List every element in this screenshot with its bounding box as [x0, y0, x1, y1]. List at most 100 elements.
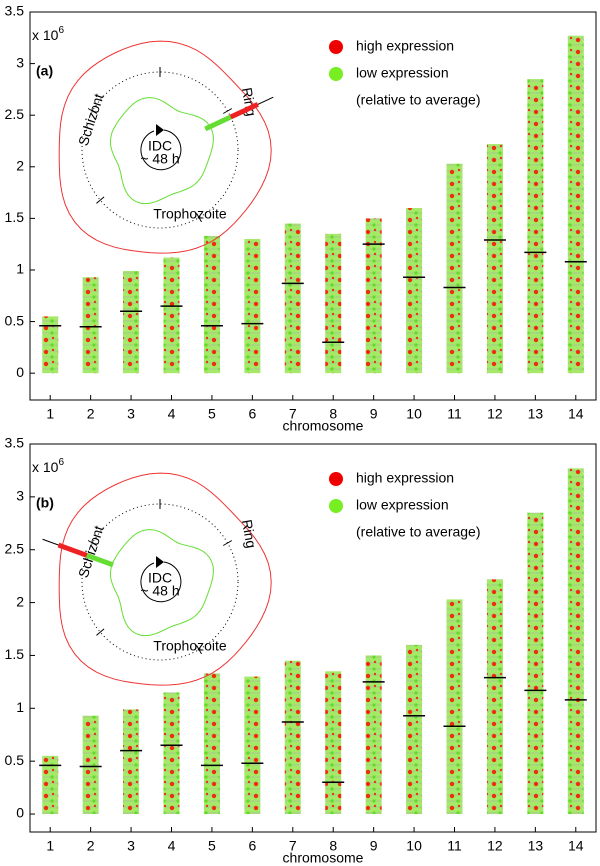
y-tick-label: 1 — [16, 699, 24, 715]
y-tick-label: 1.5 — [5, 209, 25, 225]
y-tick-label: 0.5 — [5, 312, 25, 328]
x-tick-label: 2 — [87, 838, 95, 854]
x-tick-label: 8 — [329, 406, 337, 422]
x-tick-label: 12 — [487, 406, 503, 422]
x-tick-label: 6 — [248, 406, 256, 422]
x-tick-label: 10 — [406, 838, 422, 854]
chromosome — [82, 277, 99, 374]
chromosome — [203, 673, 220, 815]
x-tick-label: 14 — [568, 838, 584, 854]
y-tick-label: 3 — [16, 488, 24, 504]
legend-marker — [329, 499, 343, 513]
legend-note: (relative to average) — [356, 92, 481, 108]
x-tick-label: 12 — [487, 838, 503, 854]
highlight-green — [204, 114, 232, 132]
chromosome — [284, 223, 301, 374]
stage-divider — [196, 644, 202, 655]
x-tick-label: 13 — [528, 838, 544, 854]
x-tick-label: 1 — [46, 838, 54, 854]
legend-marker — [329, 40, 343, 54]
y-tick-label: 0.5 — [5, 752, 25, 768]
x-tick-label: 4 — [168, 406, 176, 422]
outer-contour — [58, 40, 272, 254]
stage-label: Trophozoite — [153, 206, 227, 222]
chromosome — [244, 239, 261, 374]
legend-label: high expression — [356, 38, 454, 54]
idc-arrow — [140, 561, 182, 603]
highlight-red — [229, 102, 259, 120]
stage-label: Ring — [239, 518, 260, 549]
x-tick-label: 7 — [289, 838, 297, 854]
axis-multiplier: x 106 — [32, 25, 64, 43]
x-tick-label: 2 — [87, 406, 95, 422]
panel-label: (a) — [36, 63, 53, 79]
inner-contour — [109, 529, 214, 637]
legend-label: low expression — [356, 497, 449, 513]
x-tick-label: 13 — [528, 406, 544, 422]
chromosome — [325, 233, 342, 374]
chromosome — [486, 579, 503, 815]
legend-note: (relative to average) — [356, 524, 481, 540]
stage-divider — [196, 212, 202, 223]
chromosome — [163, 257, 180, 374]
x-tick-label: 11 — [447, 838, 462, 854]
chromosome — [42, 316, 59, 374]
stage-divider — [87, 108, 98, 114]
cycle-circle — [81, 71, 239, 229]
idc-arrowhead — [156, 556, 164, 568]
idc-arrow — [140, 129, 182, 171]
idc-arrowhead — [156, 124, 164, 136]
chromosome — [163, 692, 180, 815]
stage-divider — [96, 628, 105, 636]
cycle-circle — [81, 503, 239, 661]
y-tick-label: 2.5 — [5, 106, 25, 122]
y-tick-label: 3.5 — [5, 435, 25, 451]
inner-contour — [109, 97, 214, 205]
multiplier-base: x 10 — [32, 27, 59, 43]
legend-label: low expression — [356, 65, 449, 81]
x-tick-label: 5 — [208, 406, 216, 422]
cycle-center: ~ 48 h — [140, 583, 179, 599]
x-axis-label: chromosome — [283, 418, 364, 434]
chromosome — [406, 644, 423, 815]
y-tick-label: 2 — [16, 157, 24, 173]
multiplier-exponent: 6 — [58, 457, 64, 468]
stage-divider — [222, 108, 233, 114]
x-tick-label: 6 — [248, 838, 256, 854]
x-tick-label: 1 — [46, 406, 54, 422]
legend-marker — [329, 472, 343, 486]
x-tick-label: 7 — [289, 406, 297, 422]
chromosome — [244, 676, 261, 815]
y-tick-label: 3.5 — [5, 3, 25, 19]
cycle-center: ~ 48 h — [140, 151, 179, 167]
chromosome — [284, 660, 301, 815]
y-tick-label: 3 — [16, 54, 24, 70]
stage-divider — [87, 540, 98, 546]
stage-label: Schizont — [75, 91, 107, 147]
plot-frame — [29, 11, 597, 401]
x-tick-label: 10 — [406, 406, 422, 422]
x-tick-label: 9 — [370, 838, 378, 854]
y-tick-label: 0 — [16, 364, 24, 380]
stage-divider — [96, 196, 105, 204]
legend-label: high expression — [356, 470, 454, 486]
x-tick-label: 9 — [370, 406, 378, 422]
chromosome — [486, 144, 503, 374]
chromosome — [406, 208, 423, 374]
y-tick-label: 1 — [16, 261, 24, 277]
x-tick-label: 11 — [447, 406, 462, 422]
chromosome — [527, 79, 544, 374]
x-tick-label: 3 — [127, 406, 135, 422]
chromosome — [365, 655, 382, 815]
panel-label: (b) — [36, 495, 54, 511]
outer-contour — [58, 472, 272, 686]
legend-marker — [329, 67, 343, 81]
chromosome — [82, 715, 99, 815]
chromosome — [567, 468, 584, 815]
chromosome — [42, 755, 59, 815]
chromosome — [567, 35, 584, 374]
highlight-red — [57, 542, 88, 558]
x-tick-label: 3 — [127, 838, 135, 854]
y-tick-label: 2 — [16, 593, 24, 609]
multiplier-base: x 10 — [32, 459, 59, 475]
